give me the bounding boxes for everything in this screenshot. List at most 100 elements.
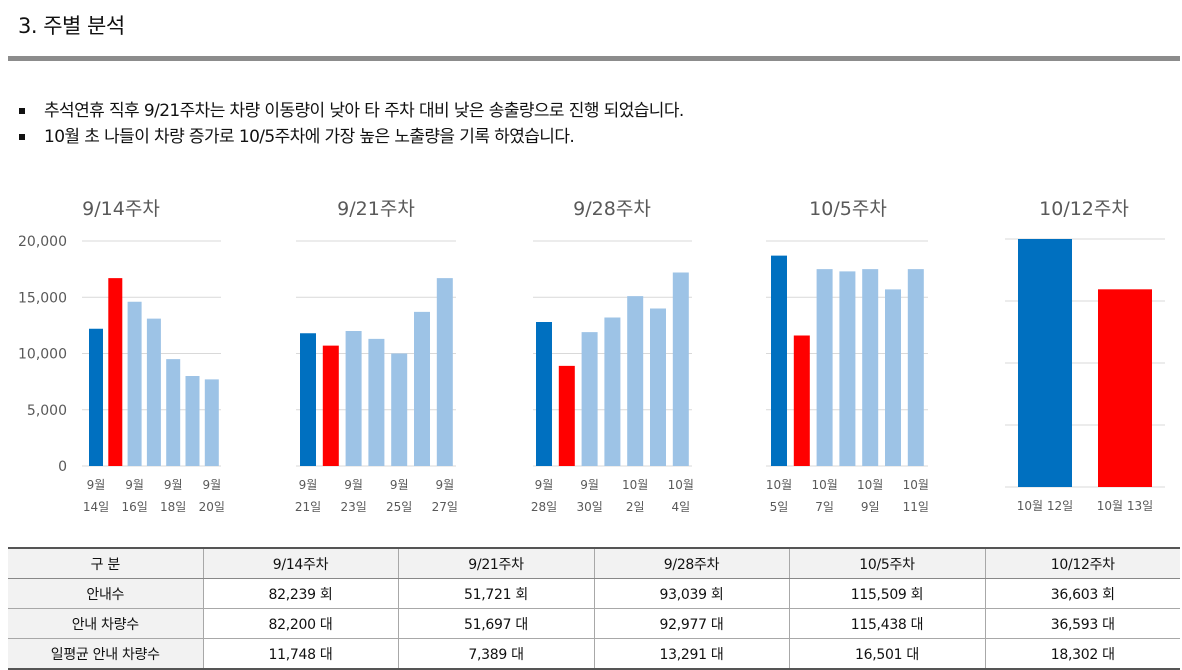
table-row: 일평균 안내 차량수 11,748 대 7,389 대 13,291 대 16,… <box>8 638 1180 670</box>
bar <box>146 318 161 466</box>
bar <box>391 353 408 466</box>
table-cell: 11,748 대 <box>203 638 399 670</box>
x-tick-label: 10월 <box>903 478 929 492</box>
x-tick-label: 7일 <box>815 500 834 514</box>
table-cell: 92,977 대 <box>594 608 790 639</box>
table-header-cell: 9/21주차 <box>398 547 595 579</box>
table-cell: 115,438 대 <box>789 608 986 639</box>
bar <box>127 301 142 466</box>
x-tick-label: 10월 13일 <box>1097 499 1153 513</box>
summary-bullets: 추석연휴 직후 9/21주차는 차량 이동량이 낮아 타 주차 대비 낮은 송출… <box>18 98 684 150</box>
bar <box>1098 289 1152 487</box>
table-cell: 13,291 대 <box>594 638 790 670</box>
table-cell: 51,721 회 <box>398 578 595 609</box>
x-tick-label: 9월 <box>164 478 183 492</box>
x-tick-label: 25일 <box>386 500 412 514</box>
table-row: 안내 차량수 82,200 대 51,697 대 92,977 대 115,43… <box>8 608 1180 639</box>
bar <box>414 311 430 466</box>
chart-title: 9/21주차 <box>337 198 415 220</box>
x-tick-label: 4일 <box>671 500 690 514</box>
x-tick-label: 9월 <box>299 478 318 492</box>
chart-title: 9/14주차 <box>82 198 160 220</box>
bar <box>650 308 666 466</box>
x-tick-label: 2일 <box>626 500 645 514</box>
bar <box>368 338 385 466</box>
weekly-charts: 9/14주차 20,000 15,000 10,000 5,000 0 9월 14일 9월 16일… <box>18 198 1165 514</box>
table-cell: 51,697 대 <box>398 608 595 639</box>
bar <box>322 345 339 466</box>
x-tick-label: 9월 <box>535 478 554 492</box>
x-tick-label: 23일 <box>340 500 366 514</box>
y-tick-label: 5,000 <box>27 403 67 419</box>
x-tick-label: 20일 <box>199 500 225 514</box>
x-tick-label: 27일 <box>432 500 458 514</box>
x-tick-label: 16일 <box>121 500 147 514</box>
bar <box>1018 239 1072 487</box>
weekly-summary-table: 구 분 9/14주차 9/21주차 9/28주차 10/5주차 10/12주차 … <box>8 547 1180 670</box>
bullet-item: 10월 초 나들이 차량 증가로 10/5주차에 가장 높은 노출량을 기록 하… <box>18 124 684 150</box>
x-tick-label: 9월 <box>87 478 106 492</box>
row-label: 안내 차량수 <box>8 608 204 639</box>
table-header-row: 구 분 9/14주차 9/21주차 9/28주차 10/5주차 10/12주차 <box>8 547 1180 579</box>
x-tick-label: 21일 <box>295 500 321 514</box>
bar <box>166 359 181 466</box>
table-header-cell: 10/5주차 <box>789 547 986 579</box>
x-tick-label: 18일 <box>160 500 186 514</box>
table-cell: 16,501 대 <box>789 638 986 670</box>
y-tick-label: 20,000 <box>18 234 67 250</box>
bar <box>907 269 924 466</box>
bar <box>300 333 316 466</box>
x-tick-label: 10월 <box>668 478 694 492</box>
chart-title: 10/12주차 <box>1039 198 1129 220</box>
table-cell: 36,603 회 <box>985 578 1180 609</box>
x-tick-label: 9일 <box>861 500 880 514</box>
row-label: 안내수 <box>8 578 204 609</box>
y-tick-label: 0 <box>58 459 67 475</box>
bar <box>793 335 810 466</box>
x-tick-label: 30일 <box>576 500 602 514</box>
x-tick-label: 14일 <box>83 500 109 514</box>
row-label: 일평균 안내 차량수 <box>8 638 204 670</box>
x-tick-label: 9월 <box>580 478 599 492</box>
x-tick-label: 11일 <box>903 500 929 514</box>
y-tick-label: 15,000 <box>18 290 67 306</box>
chart-title: 9/28주차 <box>573 198 651 220</box>
x-tick-label: 9월 <box>390 478 409 492</box>
x-tick-label: 9월 <box>125 478 144 492</box>
page-title: 3. 주별 분석 <box>18 14 125 38</box>
bar <box>672 272 689 466</box>
bar <box>89 328 103 466</box>
x-tick-label: 10월 <box>622 478 648 492</box>
y-tick-label: 10,000 <box>18 347 67 363</box>
bullet-square-icon <box>19 134 25 140</box>
bar <box>185 376 200 466</box>
x-tick-label: 9월 <box>202 478 221 492</box>
bar <box>771 255 787 466</box>
chart-title: 10/5주차 <box>809 198 887 220</box>
bar <box>536 322 552 466</box>
bullet-text: 추석연휴 직후 9/21주차는 차량 이동량이 낮아 타 주차 대비 낮은 송출… <box>44 101 684 121</box>
bullet-square-icon <box>19 108 25 114</box>
table-header-cell: 10/12주차 <box>985 547 1180 579</box>
table-cell: 115,509 회 <box>789 578 986 609</box>
x-tick-label: 10월 <box>857 478 883 492</box>
bar <box>345 331 362 466</box>
x-tick-label: 9월 <box>344 478 363 492</box>
title-divider <box>8 56 1180 61</box>
bar <box>558 365 575 466</box>
x-tick-label: 10월 <box>766 478 792 492</box>
x-tick-label: 10월 <box>811 478 837 492</box>
table-cell: 18,302 대 <box>985 638 1180 670</box>
bar <box>816 269 833 466</box>
table-cell: 7,389 대 <box>398 638 595 670</box>
x-tick-label: 5일 <box>770 500 789 514</box>
bar <box>604 317 621 466</box>
x-tick-label: 10월 12일 <box>1017 499 1073 513</box>
table-header-cell: 9/28주차 <box>594 547 790 579</box>
bar <box>862 269 879 466</box>
table-cell: 82,239 회 <box>203 578 399 609</box>
bar <box>627 296 644 466</box>
bar <box>108 278 123 466</box>
table-header-cell: 구 분 <box>8 547 204 579</box>
bullet-text: 10월 초 나들이 차량 증가로 10/5주차에 가장 높은 노출량을 기록 하… <box>44 127 575 147</box>
